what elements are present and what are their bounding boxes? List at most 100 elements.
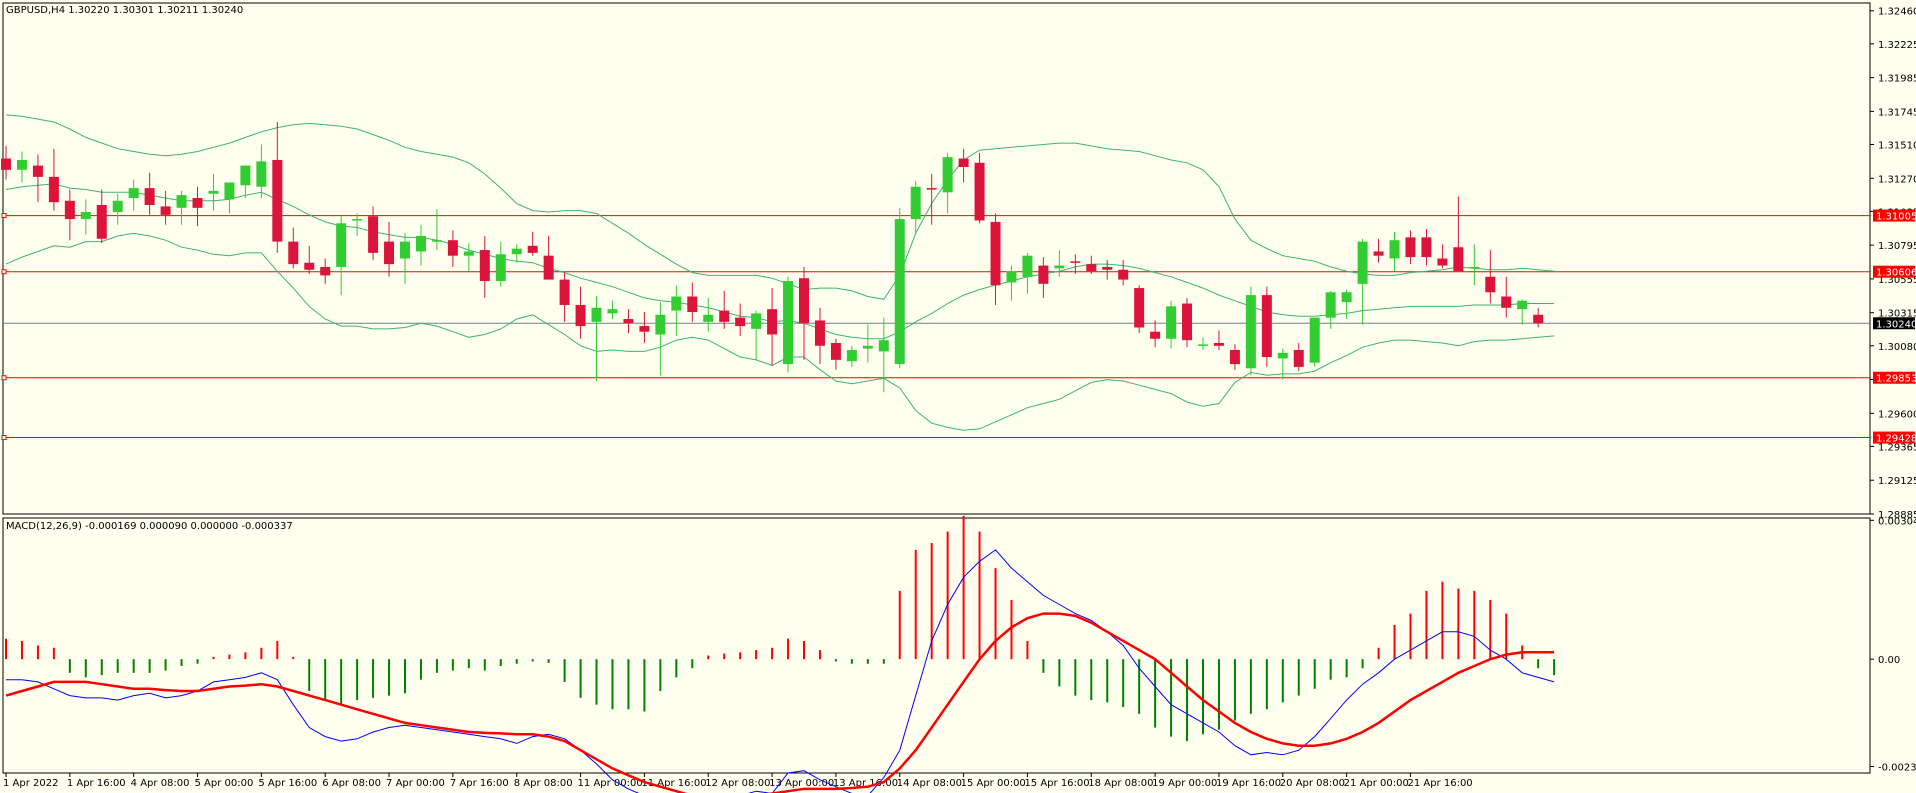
candle-body xyxy=(1325,292,1336,318)
candle xyxy=(447,230,458,267)
candle xyxy=(1293,342,1304,372)
candle-body xyxy=(591,307,602,322)
candle xyxy=(128,179,139,211)
candle-body xyxy=(64,200,75,220)
candle-body xyxy=(1,158,11,170)
candle-body xyxy=(1134,288,1145,328)
candle xyxy=(511,244,522,263)
candle xyxy=(224,182,235,214)
candle xyxy=(1022,252,1033,294)
candle-body xyxy=(400,241,410,259)
candle xyxy=(1373,238,1384,263)
candle-body xyxy=(112,200,123,213)
price-tick-label: 1.31510 xyxy=(1878,140,1916,151)
candle-body xyxy=(431,240,442,242)
horizontal-levels[interactable]: 1.31005 1.30606 1.29853 1.29428 1.30240 xyxy=(1,209,1916,445)
candle xyxy=(1341,289,1352,320)
candle-body xyxy=(862,345,873,349)
candle xyxy=(719,290,730,329)
price-tick-label: 1.30555 xyxy=(1878,275,1916,286)
candle xyxy=(527,231,538,256)
price-tick-label: 1.29125 xyxy=(1878,476,1916,487)
candle-body xyxy=(1086,264,1097,272)
level-handle xyxy=(1,375,7,381)
candle xyxy=(431,209,442,251)
candle-body xyxy=(1341,292,1352,303)
candle xyxy=(415,224,426,266)
candle-body xyxy=(1453,247,1464,272)
candle xyxy=(304,245,315,274)
candle xyxy=(735,303,746,336)
candle xyxy=(783,276,794,373)
candle-body xyxy=(1102,266,1113,270)
candle xyxy=(1277,348,1288,380)
candle-body xyxy=(1517,300,1528,310)
time-tick-label: 13 Apr 16:00 xyxy=(833,778,898,789)
candle-body xyxy=(32,165,43,177)
candle xyxy=(160,190,171,225)
candle-body xyxy=(256,161,267,187)
candle-body xyxy=(192,197,203,208)
candle-body xyxy=(1501,296,1512,308)
time-tick-label: 5 Apr 00:00 xyxy=(195,778,254,789)
candle-body xyxy=(910,186,921,220)
candle xyxy=(703,297,714,332)
candle xyxy=(846,345,857,367)
time-tick-label: 14 Apr 08:00 xyxy=(897,778,962,789)
candle xyxy=(1134,285,1145,334)
candle-body xyxy=(703,314,714,322)
candle-body xyxy=(1118,269,1129,280)
level-price-tag xyxy=(1873,371,1915,384)
candle xyxy=(1,145,11,180)
candle xyxy=(176,190,187,225)
candle-body xyxy=(655,314,666,335)
candle-body xyxy=(974,162,985,221)
candle-body xyxy=(160,206,171,215)
time-tick-label: 18 Apr 08:00 xyxy=(1088,778,1153,789)
candle-body xyxy=(878,340,889,352)
candle-body xyxy=(336,223,347,267)
candle-body xyxy=(463,251,474,256)
candle-body xyxy=(894,219,905,365)
price-tick-label: 1.32460 xyxy=(1878,7,1916,18)
time-tick-label: 8 Apr 08:00 xyxy=(514,778,573,789)
candle-body xyxy=(240,165,251,186)
candle xyxy=(591,296,602,381)
candle-body xyxy=(1166,306,1177,339)
candle xyxy=(384,221,395,277)
candle xyxy=(942,152,953,214)
candle xyxy=(1102,259,1113,280)
candle-body xyxy=(1245,295,1256,369)
level-price-label: 1.30606 xyxy=(1876,268,1916,279)
candle-body xyxy=(1038,265,1049,284)
candle-body xyxy=(1261,295,1272,358)
candle xyxy=(400,233,410,284)
candle-body xyxy=(1150,331,1161,339)
candle-body xyxy=(990,221,1001,286)
candle xyxy=(862,324,873,363)
candle xyxy=(479,235,490,298)
candle xyxy=(463,243,474,272)
time-tick-label: 12 Apr 08:00 xyxy=(705,778,770,789)
bollinger-upper-band xyxy=(5,114,1555,300)
candle xyxy=(368,206,379,260)
time-tick-label: 15 Apr 16:00 xyxy=(1024,778,1089,789)
candle-body xyxy=(1421,237,1432,258)
candle-body xyxy=(352,219,363,221)
candle xyxy=(96,189,107,244)
candle xyxy=(1086,255,1097,274)
candle xyxy=(1118,259,1129,286)
candle-body xyxy=(384,241,395,265)
candle-body xyxy=(320,266,331,276)
candle-body xyxy=(1198,344,1208,346)
candle xyxy=(623,309,634,334)
candle xyxy=(639,311,650,343)
candle-body xyxy=(942,157,953,193)
time-axis: 1 Apr 2022 1 Apr 16:00 4 Apr 08:00 5 Apr 00… xyxy=(3,773,1473,789)
macd-panel-title: MACD(12,26,9) -0.000169 0.000090 0.00000… xyxy=(6,521,293,532)
macd-axis: 0.003049 0.00 -0.002357 xyxy=(1870,516,1916,773)
candle xyxy=(32,154,43,203)
candle xyxy=(655,302,666,376)
candle-body xyxy=(543,255,554,280)
